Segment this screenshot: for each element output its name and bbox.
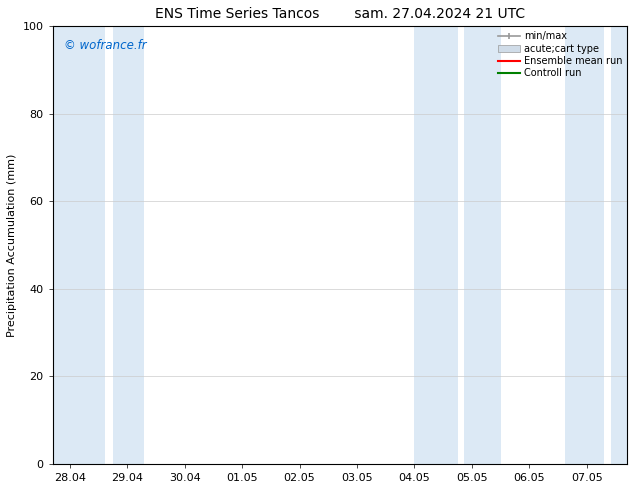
Bar (415, 26, 458, 464)
Title: ENS Time Series Tancos        sam. 27.04.2024 21 UTC: ENS Time Series Tancos sam. 27.04.2024 2… (155, 7, 525, 21)
Text: © wofrance.fr: © wofrance.fr (64, 39, 146, 52)
Bar (465, 26, 501, 464)
Bar (565, 26, 604, 464)
Bar (113, 26, 145, 464)
Y-axis label: Precipitation Accumulation (mm): Precipitation Accumulation (mm) (7, 153, 17, 337)
Legend: min/max, acute;cart type, Ensemble mean run, Controll run: min/max, acute;cart type, Ensemble mean … (496, 29, 624, 80)
Bar (53, 26, 105, 464)
Bar (611, 26, 627, 464)
